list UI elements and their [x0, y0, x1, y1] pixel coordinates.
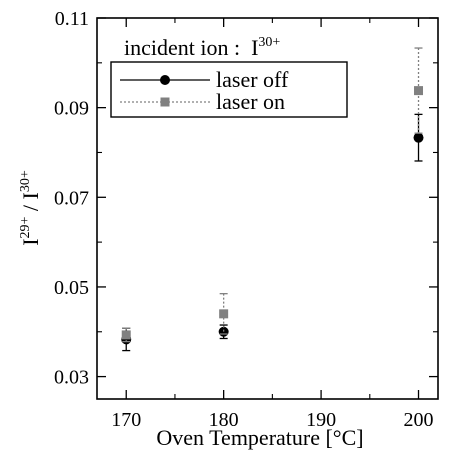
y-tick-label: 0.11 [55, 8, 89, 30]
legend-label: laser off [216, 67, 289, 92]
data-marks [121, 47, 424, 352]
legend-box [110, 61, 348, 118]
legend-header: incident ion : I30+ [124, 35, 280, 60]
data-point [219, 309, 229, 319]
y-axis-title: I29+ / I30+ [18, 170, 43, 246]
legend-marker [160, 97, 170, 107]
x-tick-label: 170 [111, 409, 141, 431]
y-tick-label: 0.07 [54, 187, 89, 209]
data-point [413, 132, 424, 143]
data-point [218, 326, 229, 337]
y-tick-label: 0.03 [54, 367, 89, 389]
legend-label: laser on [216, 89, 285, 114]
y-tick-label: 0.09 [54, 98, 89, 120]
data-point [121, 330, 131, 340]
tick-labels: 170 180 190 200 0.03 0.05 0.07 0.09 0.11 [54, 8, 434, 431]
x-axis-title: Oven Temperature [°C] [156, 425, 363, 450]
plot-frame [96, 17, 439, 400]
x-tick-label: 180 [209, 409, 239, 431]
x-tick-label: 200 [404, 409, 434, 431]
y-tick-label: 0.05 [54, 277, 89, 299]
legend-marker [160, 75, 170, 85]
data-point [414, 86, 424, 96]
x-tick-label: 190 [306, 409, 336, 431]
ticks [97, 17, 438, 399]
